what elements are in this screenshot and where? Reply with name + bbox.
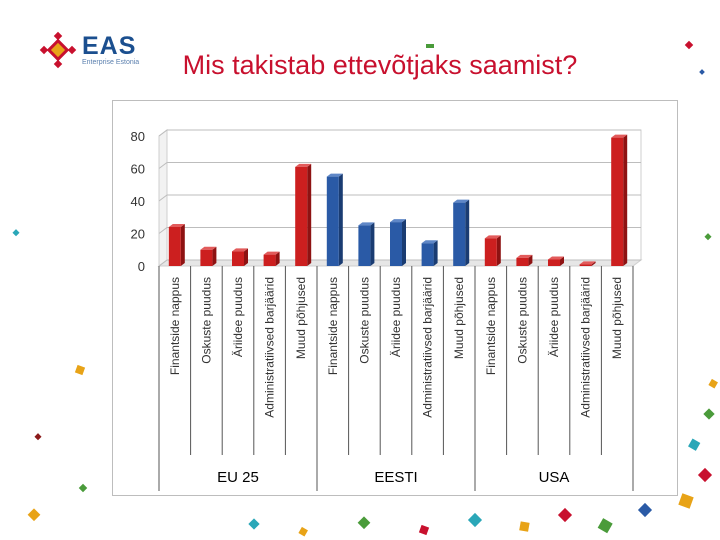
bar-side: [370, 222, 375, 266]
logo-subtitle: Enterprise Estonia: [82, 58, 140, 66]
category-label: Äriidee puudus: [231, 277, 245, 357]
bar: [263, 251, 280, 266]
bar-front: [421, 243, 434, 266]
gridline: [158, 129, 641, 137]
bar-top: [326, 173, 343, 177]
bar-side: [528, 254, 533, 266]
y-tick-label: 0: [138, 259, 145, 274]
bar-front: [232, 251, 244, 266]
bar-front: [611, 137, 624, 266]
bar-front: [168, 227, 181, 266]
category-label: Finantside nappus: [168, 277, 182, 375]
bar-front: [484, 238, 497, 266]
bar: [516, 254, 533, 266]
category-label: Oskuste puudus: [199, 277, 213, 364]
gridline: [158, 259, 641, 267]
bar-front: [200, 249, 213, 266]
bar: [453, 199, 470, 266]
bar-side: [591, 261, 596, 266]
bar: [390, 219, 406, 266]
bar-chart: 0 20 40 60 80 Finantside nappus Oskuste puudus…: [131, 129, 643, 491]
category-label: Äriidee puudus: [389, 277, 403, 357]
bar: [232, 248, 248, 266]
group-label: EU 25: [217, 469, 259, 486]
bar: [295, 163, 312, 266]
bar-top: [263, 251, 280, 255]
chart-frame: 0 20 40 60 80 Finantside nappus Oskuste puudus…: [112, 100, 678, 496]
bar-side: [307, 163, 312, 266]
bar-side: [465, 199, 470, 266]
bar-side: [212, 246, 217, 266]
logo-name: EAS: [82, 31, 137, 60]
category-label: Muud põhjused: [294, 277, 308, 359]
bar-front: [516, 257, 529, 266]
category-label: Äriidee puudus: [547, 277, 561, 357]
eas-logo: EAS Enterprise Estonia: [38, 30, 139, 70]
bar-top: [516, 254, 533, 258]
bar-side: [496, 235, 501, 266]
bar-front: [548, 259, 560, 266]
category-label: Oskuste puudus: [515, 277, 529, 364]
bar-top: [200, 246, 217, 250]
bar-front: [295, 166, 308, 266]
group-label: USA: [539, 469, 570, 486]
bar-top: [579, 261, 596, 265]
gridline: [158, 162, 641, 169]
y-tick-label: 60: [131, 162, 145, 177]
bar-front: [358, 225, 371, 266]
bar-side: [244, 248, 248, 266]
bar-top: [295, 163, 312, 167]
category-label: Muud põhjused: [610, 277, 624, 359]
bar: [421, 240, 438, 266]
bar-side: [402, 219, 406, 266]
category-label: Administratiivsed barjäärid: [263, 277, 277, 418]
bar-front: [453, 202, 466, 266]
bar: [168, 224, 185, 266]
bar-side: [180, 224, 185, 266]
group-label: EESTI: [374, 469, 417, 486]
slide-title: Mis takistab ettevõtjaks saamist?: [182, 50, 578, 80]
bar: [326, 173, 343, 266]
bar-front: [579, 264, 592, 266]
y-tick-label: 80: [131, 129, 145, 144]
category-label: Administratiivsed barjäärid: [421, 277, 435, 418]
confetti-bottom: [12, 40, 718, 537]
bar-side: [623, 134, 628, 266]
bar: [200, 246, 217, 266]
bar: [548, 256, 564, 266]
bar-top: [390, 219, 406, 223]
bar-top: [484, 235, 501, 239]
category-label: Muud põhjused: [452, 277, 466, 359]
bar: [358, 222, 375, 266]
y-tick-label: 40: [131, 194, 145, 209]
bar-top: [453, 199, 470, 203]
gridline: [158, 227, 641, 234]
category-label: Finantside nappus: [326, 277, 340, 375]
category-label: Administratiivsed barjäärid: [579, 277, 593, 418]
category-label: Oskuste puudus: [357, 277, 371, 364]
bar-side: [433, 240, 438, 266]
bar-front: [326, 176, 339, 266]
bar-top: [611, 134, 628, 138]
category-label: Finantside nappus: [484, 277, 498, 375]
bar: [484, 235, 501, 266]
bar-front: [390, 222, 402, 266]
bar-side: [338, 173, 343, 266]
bar-top: [358, 222, 375, 226]
bar-front: [263, 254, 276, 266]
bar-side: [560, 256, 564, 266]
y-tick-label: 20: [131, 227, 145, 242]
bar: [611, 134, 628, 266]
bar-top: [548, 256, 564, 260]
bar: [579, 261, 596, 266]
bar-top: [168, 224, 185, 227]
bar-side: [275, 251, 280, 266]
eas-logo-mark-icon: [39, 31, 77, 69]
gridline: [158, 194, 641, 202]
bar-top: [232, 248, 248, 252]
bar-top: [421, 240, 438, 244]
